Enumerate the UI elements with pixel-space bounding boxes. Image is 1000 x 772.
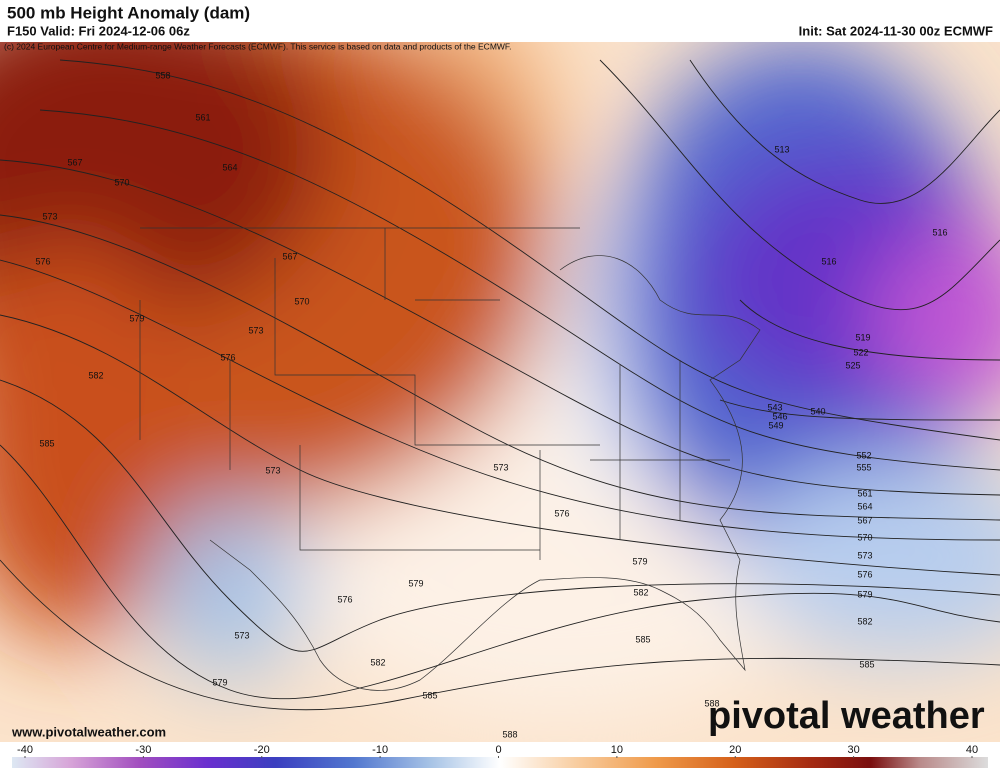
contour-label: 567 (67, 157, 82, 167)
contour-label: 567 (282, 251, 297, 261)
contour-label: 522 (853, 347, 868, 357)
contour-label: 582 (370, 657, 385, 667)
contour-label: 546 (772, 411, 787, 421)
contour-label: 573 (234, 630, 249, 640)
contour-label: 579 (212, 677, 227, 687)
contour-label: 552 (856, 450, 871, 460)
website: www.pivotalweather.com (11, 724, 166, 739)
contour-label: 516 (821, 256, 836, 266)
contour-label: 558 (155, 70, 170, 80)
colorbar-tick-label: 20 (729, 744, 741, 756)
contour-label: 579 (408, 578, 423, 588)
contour-label: 588 (704, 698, 719, 708)
contour-label: 585 (859, 659, 874, 669)
logo: pivotal weather (708, 695, 985, 737)
contour-label: 525 (845, 360, 860, 370)
colorbar-tick-label: -10 (372, 744, 388, 756)
contour-label: 543 (767, 402, 782, 412)
contour-label: 567 (857, 515, 872, 525)
contour-label: 570 (114, 177, 129, 187)
colorbar-tick-label: -20 (254, 744, 270, 756)
contour-label: 564 (857, 501, 872, 511)
copyright: (c) 2024 European Centre for Medium-rang… (4, 41, 512, 51)
contour-label: 513 (774, 144, 789, 154)
contour-label: 585 (39, 438, 54, 448)
contour-label: 582 (88, 370, 103, 380)
contour-label: 555 (856, 462, 871, 472)
contour-label: 564 (222, 162, 237, 172)
valid-time: F150 Valid: Fri 2024-12-06 06z (7, 23, 190, 38)
contour-label: 573 (493, 462, 508, 472)
contour-label: 549 (768, 420, 783, 430)
init-time: Init: Sat 2024-11-30 00z ECMWF (799, 23, 993, 38)
contour-label: 519 (855, 332, 870, 342)
contour-label: 573 (42, 211, 57, 221)
contour-label: 573 (857, 550, 872, 560)
colorbar-tick-label: 0 (495, 744, 501, 756)
contour-label: 576 (857, 569, 872, 579)
contour-label: 573 (265, 465, 280, 475)
colorbar-tick-label: -30 (135, 744, 151, 756)
contour-label: 585 (635, 634, 650, 644)
contour-label: 576 (554, 508, 569, 518)
contour-label: 582 (857, 616, 872, 626)
contour-label: 540 (810, 406, 825, 416)
contour-label: 561 (857, 488, 872, 498)
contour-label: 576 (337, 594, 352, 604)
contour-label: 579 (129, 313, 144, 323)
colorbar-tick-label: 30 (848, 744, 860, 756)
contour-label: 516 (932, 227, 947, 237)
contour-label: 576 (35, 256, 50, 266)
contour-label: 582 (633, 587, 648, 597)
map: 558 561 567 564 570 573 576 567 570 579 573 576 582 5… (0, 42, 1000, 742)
contour-label: 573 (248, 325, 263, 335)
colorbar (12, 757, 988, 768)
colorbar-tick-label: -40 (17, 744, 33, 756)
contour-label: 588 (502, 729, 517, 739)
colorbar-tick-label: 40 (966, 744, 978, 756)
contour-label: 570 (294, 296, 309, 306)
title: 500 mb Height Anomaly (dam) (7, 3, 250, 22)
contour-label: 561 (195, 112, 210, 122)
contour-label: 576 (220, 352, 235, 362)
contour-label: 579 (632, 556, 647, 566)
contour-label: 570 (857, 532, 872, 542)
contour-label: 579 (857, 589, 872, 599)
colorbar-tick-label: 10 (611, 744, 623, 756)
contour-label: 585 (422, 690, 437, 700)
